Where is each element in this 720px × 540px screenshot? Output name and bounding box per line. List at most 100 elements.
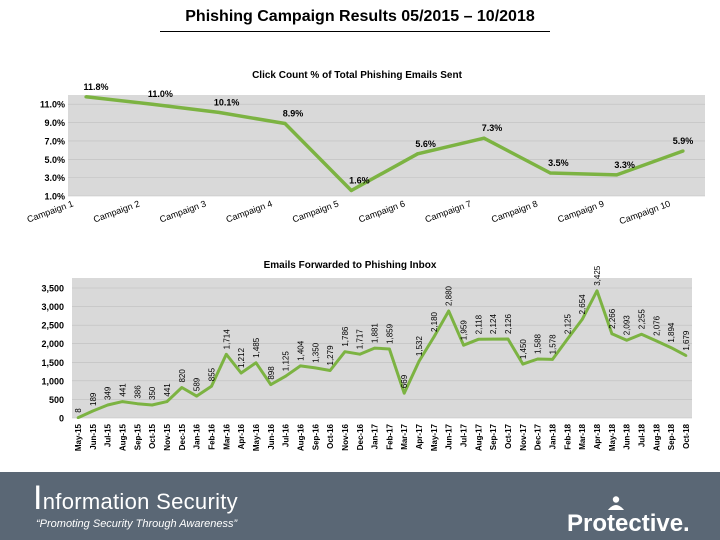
chart2-data-point <box>684 354 688 357</box>
chart2-data-label: 1,881 <box>371 323 380 344</box>
chart2-data-point <box>491 337 495 341</box>
chart2-data-label: 1,859 <box>385 323 394 344</box>
chart2-data-point <box>358 352 362 356</box>
footer-tagline: “Promoting Security Through Awareness” <box>36 518 238 530</box>
chart1-data-label: 1.6% <box>349 175 370 185</box>
chart2-data-label: 441 <box>118 383 127 397</box>
chart1-data-point <box>150 102 154 106</box>
chart2-y-tick-label: 1,500 <box>41 358 64 368</box>
chart2-data-point <box>91 409 95 413</box>
chart2-x-tick-label: Jun-15 <box>89 423 98 449</box>
chart2-data-point <box>640 332 643 336</box>
chart2-x-tick-label: Dec-16 <box>356 423 365 450</box>
chart2-data-point <box>343 350 347 353</box>
chart2-data-label: 1,485 <box>252 337 261 358</box>
chart2-data-label: 2,076 <box>652 315 661 336</box>
chart2-data-label: 669 <box>400 374 409 388</box>
chart1-data-label: 3.5% <box>548 158 569 168</box>
chart2-data-point <box>195 394 198 398</box>
chart1-y-tick-label: 11.0% <box>40 100 65 110</box>
chart2-data-point <box>432 335 436 339</box>
chart1-y-tick-label: 5.0% <box>44 155 65 165</box>
chart2-data-point <box>521 362 525 366</box>
chart2-data-label: 898 <box>267 366 276 380</box>
chart2-data-point <box>447 309 451 313</box>
chart1-x-tick-label: Campaign 7 <box>424 198 473 224</box>
footer-title: Information Security <box>33 479 238 518</box>
chart2-y-tick-label: 2,500 <box>41 321 64 331</box>
footer-band <box>0 472 720 540</box>
chart1-x-tick-label: Campaign 2 <box>92 198 141 224</box>
chart1-data-point <box>84 95 88 99</box>
chart2-data-label: 3,425 <box>593 265 602 286</box>
chart2-x-tick-label: Jul-17 <box>460 423 469 447</box>
chart2-y-tick-label: 3,500 <box>41 284 64 294</box>
chart2-data-point <box>506 337 510 341</box>
chart2-data-label: 2,266 <box>608 308 617 329</box>
chart2-data-label: 1,212 <box>237 347 246 368</box>
chart2-data-point <box>76 416 80 420</box>
chart1-x-tick-label: Campaign 8 <box>490 198 539 224</box>
chart2-data-point <box>180 386 184 389</box>
chart2-data-point <box>551 358 554 361</box>
chart2-x-tick-label: Apr-17 <box>415 423 424 449</box>
chart2-data-point <box>595 289 599 293</box>
chart2-data-point <box>655 339 658 343</box>
chart1-x-tick-label: Campaign 4 <box>225 198 274 224</box>
chart2-x-tick-label: May-16 <box>252 423 261 451</box>
chart1-y-tick-label: 1.0% <box>44 192 65 202</box>
page-title: Phishing Campaign Results 05/2015 – 10/2… <box>185 8 535 25</box>
chart2-x-tick-label: Oct-15 <box>148 423 157 448</box>
chart2-data-label: 1,679 <box>682 330 691 351</box>
chart2-y-tick-label: 3,000 <box>41 302 64 312</box>
chart2-data-point <box>313 366 317 370</box>
chart1-y-tick-label: 3.0% <box>44 173 65 183</box>
chart2-data-label: 1,786 <box>341 326 350 347</box>
chart2-data-point <box>106 403 109 407</box>
chart2-x-tick-label: Dec-17 <box>534 423 543 450</box>
chart2-x-tick-label: Jul-18 <box>638 423 647 447</box>
chart2-x-tick-label: Sep-17 <box>489 423 498 450</box>
chart2-y-tick-label: 2,000 <box>41 339 64 349</box>
chart2-data-point <box>299 364 302 368</box>
chart2-data-label: 1,959 <box>460 320 469 341</box>
chart2-x-tick-label: Oct-16 <box>326 423 335 448</box>
chart2-data-point <box>121 400 124 403</box>
chart2-x-tick-label: Jul-15 <box>104 423 113 447</box>
footer-title-rest: nformation Security <box>42 489 238 514</box>
chart2-x-tick-label: Nov-16 <box>341 423 350 450</box>
chart1-data-label: 5.9% <box>673 136 694 146</box>
chart1-x-tick-label: Campaign 5 <box>291 198 340 224</box>
chart1-data-label: 5.6% <box>415 139 436 149</box>
chart2-data-label: 1,404 <box>296 340 305 361</box>
chart1-series-line <box>85 95 684 193</box>
chart2-x-tick-label: Jan-16 <box>193 423 202 449</box>
chart2-data-label: 1,714 <box>222 329 231 350</box>
chart2-data-label: 1,717 <box>356 329 365 350</box>
chart2-data-label: 1,578 <box>549 334 558 355</box>
chart2-data-point <box>373 346 376 350</box>
chart2-data-label: 1,588 <box>534 333 543 354</box>
chart2-x-tick-label: May-18 <box>608 423 617 451</box>
chart2-x-tick-label: Jan-18 <box>549 423 558 449</box>
chart1-data-label: 8.9% <box>283 108 304 118</box>
chart2-data-label: 1,894 <box>667 322 676 343</box>
chart2-y-tick-label: 1,000 <box>41 376 64 386</box>
chart2-data-point <box>388 347 391 351</box>
chart1-title: Click Count % of Total Phishing Emails S… <box>252 70 463 81</box>
chart2-data-label: 2,118 <box>474 314 483 334</box>
footer-title-initial: I <box>33 479 43 517</box>
chart2-x-tick-label: Feb-16 <box>207 423 216 449</box>
chart2-data-point <box>165 400 169 403</box>
chart1-data-label: 10.1% <box>214 97 240 107</box>
chart2-x-tick-label: Mar-17 <box>400 423 409 449</box>
chart2-data-label: 1,125 <box>282 351 291 372</box>
chart2-x-tick-label: Mar-16 <box>222 423 231 449</box>
chart2-data-label: 820 <box>178 369 187 383</box>
chart2-data-label: 589 <box>193 377 202 391</box>
chart2-data-point <box>239 371 243 375</box>
chart1-plot-area <box>68 95 705 196</box>
chart2-data-label: 2,255 <box>638 309 647 330</box>
chart2-data-label: 350 <box>148 386 157 400</box>
chart2-x-tick-label: Oct-17 <box>504 423 513 448</box>
